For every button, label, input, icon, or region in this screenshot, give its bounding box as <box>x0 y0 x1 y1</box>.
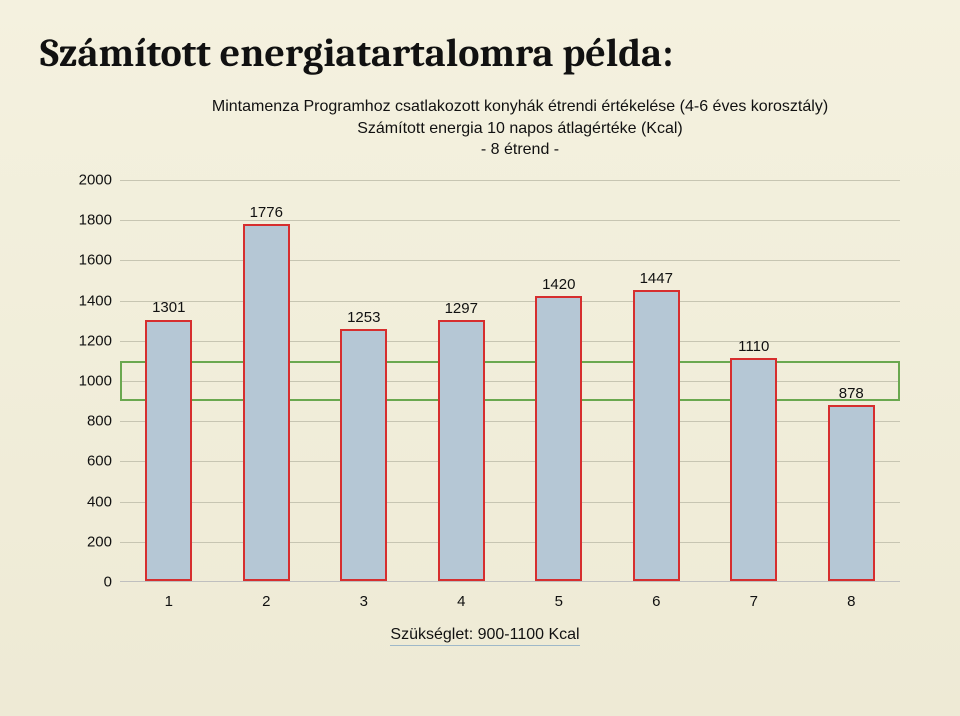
bar-value-label: 1301 <box>152 299 185 316</box>
gridline <box>120 220 900 221</box>
gridline <box>120 542 900 543</box>
x-tick-label: 6 <box>652 593 660 610</box>
page-title: Számított energiatartalomra példa: <box>40 30 673 76</box>
x-tick-label: 7 <box>750 593 758 610</box>
gridline <box>120 421 900 422</box>
bar-value-label: 878 <box>839 385 864 402</box>
y-tick-label: 1800 <box>60 212 112 229</box>
y-tick-label: 1400 <box>60 292 112 309</box>
x-tick-label: 5 <box>555 593 563 610</box>
x-axis-title: Szükséglet: 900-1100 Kcal <box>60 626 910 644</box>
bar-value-label: 1776 <box>250 204 283 221</box>
gridline <box>120 260 900 261</box>
gridline <box>120 502 900 503</box>
bar-value-label: 1447 <box>640 270 673 287</box>
y-tick-label: 800 <box>60 413 112 430</box>
gridline <box>120 341 900 342</box>
energy-bar-chart: 1301177612531297142014471110878 Szükségl… <box>60 112 910 672</box>
x-tick-label: 3 <box>360 593 368 610</box>
y-tick-label: 600 <box>60 453 112 470</box>
bar <box>243 224 290 581</box>
x-tick-label: 8 <box>847 593 855 610</box>
bar-value-label: 1110 <box>738 338 769 355</box>
bar-value-label: 1420 <box>542 276 575 293</box>
bar <box>633 290 680 581</box>
plot-area: 1301 1776 1253 1297 1420 1447 1110 878 <box>120 180 900 582</box>
x-tick-label: 1 <box>165 593 173 610</box>
bar <box>145 320 192 582</box>
bar <box>828 405 875 581</box>
bar-value-label: 1297 <box>445 300 478 317</box>
y-tick-label: 400 <box>60 493 112 510</box>
bar <box>535 296 582 581</box>
y-tick-label: 1000 <box>60 373 112 390</box>
gridline <box>120 180 900 181</box>
y-tick-label: 200 <box>60 533 112 550</box>
x-tick-label: 2 <box>262 593 270 610</box>
x-tick-label: 4 <box>457 593 465 610</box>
y-tick-label: 1200 <box>60 332 112 349</box>
y-tick-label: 0 <box>60 574 112 591</box>
bar <box>340 329 387 581</box>
x-axis-title-text: Szükséglet: 900-1100 Kcal <box>390 626 579 646</box>
y-tick-label: 1600 <box>60 252 112 269</box>
y-tick-label: 2000 <box>60 172 112 189</box>
gridline <box>120 461 900 462</box>
bar <box>438 320 485 581</box>
bar-value-label: 1253 <box>347 309 380 326</box>
bar <box>730 358 777 581</box>
gridline <box>120 301 900 302</box>
reference-band <box>120 361 900 401</box>
